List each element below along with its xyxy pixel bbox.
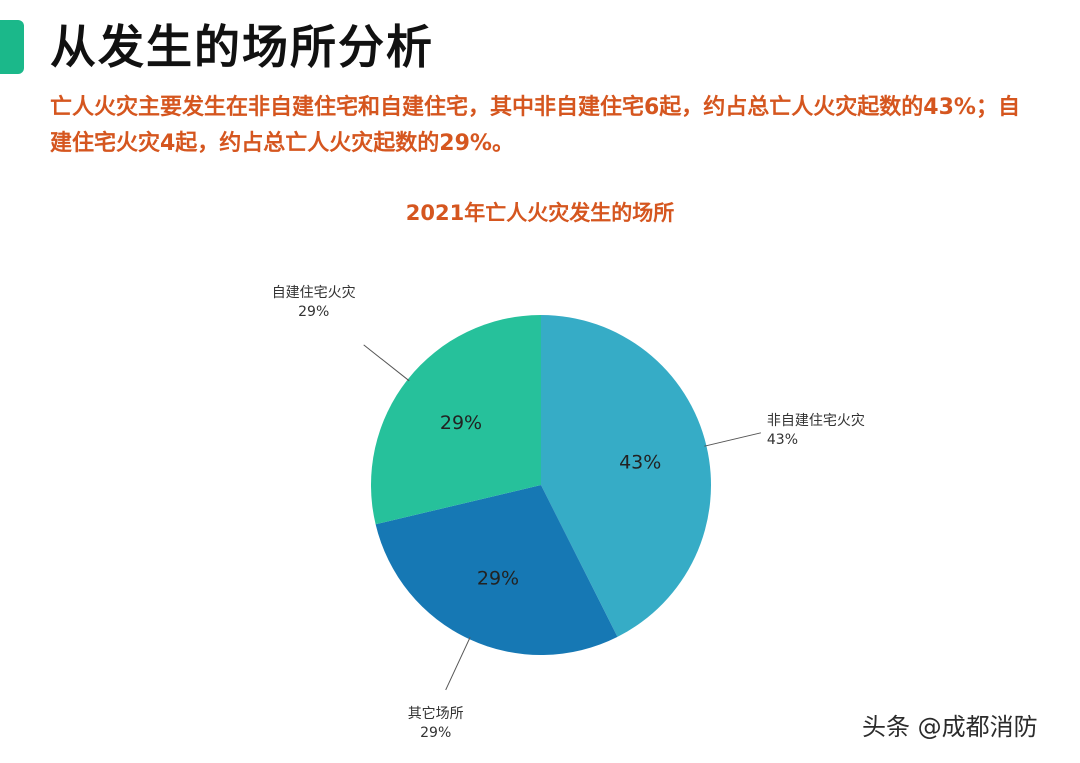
slice-category-label: 其它场所 29% [408, 705, 464, 741]
pie-slice [541, 315, 712, 637]
summary-text: 亡人火灾主要发生在非自建住宅和自建住宅，其中非自建住宅6起，约占总亡人火灾起数的… [50, 95, 1020, 156]
slice-value-label: 43% [619, 451, 661, 473]
slice-category-label: 自建住宅火灾 29% [272, 284, 356, 320]
pie-slices [370, 314, 712, 656]
slice-value-label: 29% [440, 412, 482, 434]
pie-slice [375, 485, 618, 656]
leader-line [704, 432, 762, 447]
page-title: 从发生的场所分析 [50, 20, 434, 74]
pie-labels: 43% 非自建住宅火灾 43% 29% 其它场所 29% 29% 自建住宅火灾 29% [272, 284, 865, 741]
watermark: 头条 @成都消防 [862, 713, 1038, 741]
leader-line [445, 637, 471, 691]
accent-bar [0, 20, 24, 74]
slice-category-label: 非自建住宅火灾 43% [767, 412, 865, 448]
leader-line [363, 344, 410, 382]
slice-value-label: 29% [477, 568, 519, 590]
pie-slice [370, 314, 541, 525]
chart-title: 2021年亡人火灾发生的场所 [406, 201, 674, 225]
